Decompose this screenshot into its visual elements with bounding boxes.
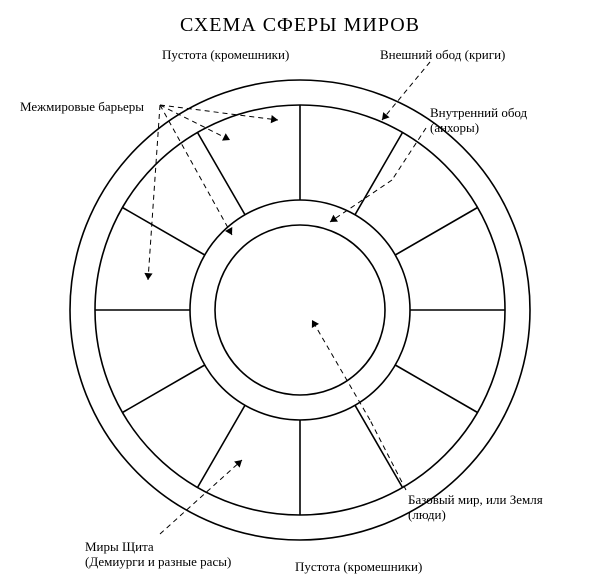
- diagram-canvas: СХЕМА СФЕРЫ МИРОВ Пустота (кромешники) В…: [0, 0, 600, 576]
- sphere-diagram-svg: [0, 0, 600, 576]
- arrows-group: [144, 62, 430, 534]
- spokes-group: [95, 105, 505, 515]
